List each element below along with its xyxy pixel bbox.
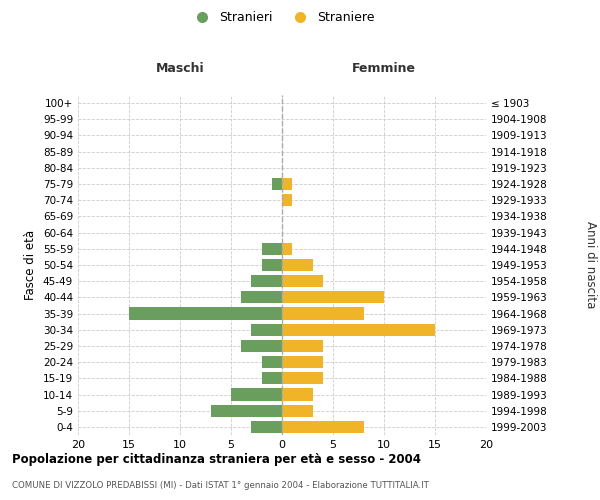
Bar: [231, 388, 282, 400]
Legend: Stranieri, Straniere: Stranieri, Straniere: [184, 6, 380, 29]
Bar: [282, 421, 364, 433]
Bar: [262, 259, 282, 271]
Text: Maschi: Maschi: [155, 62, 205, 74]
Bar: [282, 242, 292, 255]
Bar: [282, 178, 292, 190]
Bar: [262, 372, 282, 384]
Bar: [282, 340, 323, 352]
Bar: [282, 194, 292, 206]
Bar: [282, 292, 384, 304]
Bar: [251, 324, 282, 336]
Y-axis label: Fasce di età: Fasce di età: [25, 230, 37, 300]
Text: Femmine: Femmine: [352, 62, 416, 74]
Bar: [272, 178, 282, 190]
Bar: [282, 388, 313, 400]
Bar: [282, 275, 323, 287]
Bar: [282, 356, 323, 368]
Text: COMUNE DI VIZZOLO PREDABISSI (MI) - Dati ISTAT 1° gennaio 2004 - Elaborazione TU: COMUNE DI VIZZOLO PREDABISSI (MI) - Dati…: [12, 480, 429, 490]
Bar: [282, 404, 313, 417]
Text: Anni di nascita: Anni di nascita: [584, 222, 597, 308]
Text: Popolazione per cittadinanza straniera per età e sesso - 2004: Popolazione per cittadinanza straniera p…: [12, 452, 421, 466]
Bar: [251, 275, 282, 287]
Bar: [129, 308, 282, 320]
Bar: [282, 324, 435, 336]
Bar: [282, 372, 323, 384]
Bar: [241, 292, 282, 304]
Bar: [282, 308, 364, 320]
Bar: [262, 242, 282, 255]
Bar: [282, 259, 313, 271]
Bar: [251, 421, 282, 433]
Bar: [262, 356, 282, 368]
Bar: [211, 404, 282, 417]
Bar: [241, 340, 282, 352]
